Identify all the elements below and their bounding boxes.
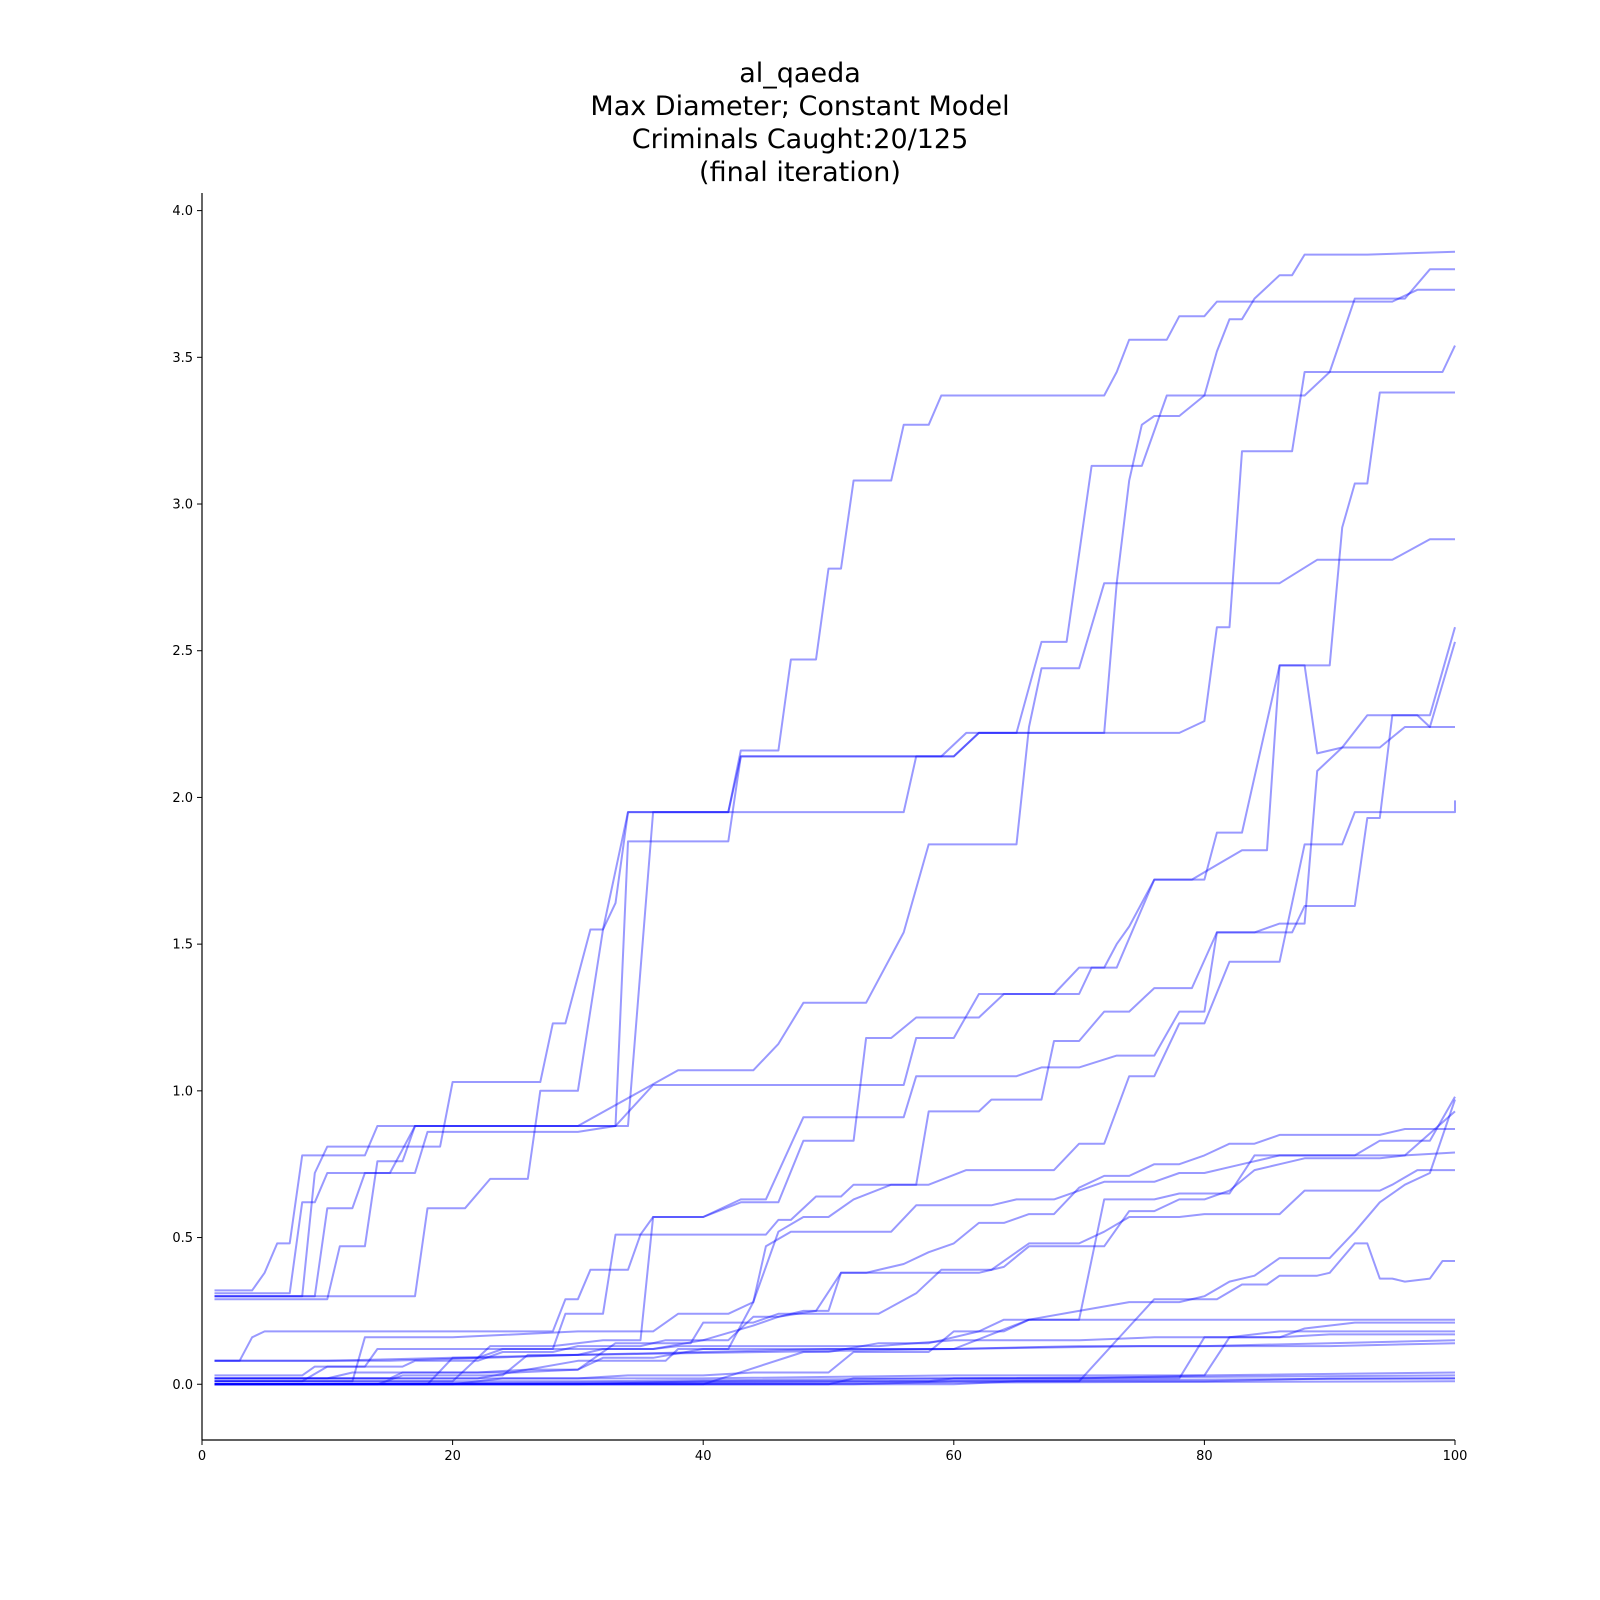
x-tick-label-5: 100	[1443, 1449, 1468, 1464]
series-line-22	[214, 1342, 1456, 1362]
chart-title-line-2: Max Diameter; Constant Model	[590, 91, 1010, 122]
series-line-19	[214, 1377, 1455, 1386]
series-line-12	[214, 726, 1455, 1383]
series-line-1	[214, 538, 1455, 1292]
series-line-5	[214, 268, 1455, 1301]
series-line-2	[214, 345, 1456, 1295]
y-tick-label-6: 3.0	[172, 498, 193, 513]
series-line-15	[214, 1318, 1455, 1386]
y-tick-label-1: 0.5	[172, 1231, 193, 1246]
x-tick-label-3: 60	[946, 1449, 963, 1464]
series-line-8	[214, 626, 1456, 1377]
series-line-4	[214, 391, 1455, 1298]
x-tick-label-0: 0	[198, 1449, 206, 1464]
series-line-28	[214, 1096, 1456, 1380]
series-line-9	[214, 1169, 1455, 1380]
y-tick-label-2: 1.0	[172, 1084, 193, 1099]
series-line-13	[214, 1128, 1455, 1383]
y-tick-label-5: 2.5	[172, 644, 193, 659]
y-tick-label-4: 2.0	[172, 791, 193, 806]
x-tick-label-4: 80	[1196, 1449, 1213, 1464]
series-line-25	[214, 1377, 1456, 1386]
series-line-23	[214, 1371, 1456, 1380]
x-tick-label-1: 20	[444, 1449, 461, 1464]
x-tick-label-2: 40	[695, 1449, 712, 1464]
series-line-17	[214, 1333, 1455, 1386]
series-line-20	[214, 1242, 1455, 1386]
series-line-26	[214, 1380, 1456, 1386]
chart-title-line-4: (final iteration)	[699, 157, 901, 188]
chart-title-line-3: Criminals Caught:20/125	[631, 124, 969, 155]
series-line-21	[214, 1339, 1456, 1362]
series-line-10	[214, 1151, 1456, 1380]
series-line-27	[214, 1099, 1456, 1386]
y-tick-label-7: 3.5	[172, 351, 193, 366]
series-line-6	[214, 250, 1456, 1298]
y-tick-label-0: 0.0	[172, 1378, 193, 1393]
series-line-11	[214, 641, 1456, 1383]
series-line-18	[214, 1330, 1455, 1386]
y-tick-label-3: 1.5	[172, 938, 193, 953]
series-line-14	[214, 1110, 1456, 1386]
series-line-24	[214, 1374, 1456, 1383]
series-line-16	[214, 1321, 1455, 1386]
y-tick-label-8: 4.0	[172, 204, 193, 219]
chart-title-line-1: al_qaeda	[739, 58, 861, 89]
series-line-7	[214, 800, 1456, 1362]
series-line-3	[214, 288, 1455, 1298]
